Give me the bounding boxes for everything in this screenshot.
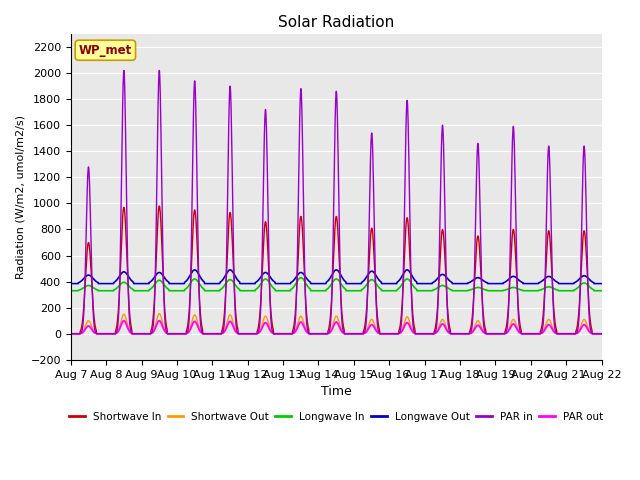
Legend: Shortwave In, Shortwave Out, Longwave In, Longwave Out, PAR in, PAR out: Shortwave In, Shortwave Out, Longwave In… (65, 408, 607, 426)
Y-axis label: Radiation (W/m2, umol/m2/s): Radiation (W/m2, umol/m2/s) (15, 115, 25, 279)
Title: Solar Radiation: Solar Radiation (278, 15, 394, 30)
X-axis label: Time: Time (321, 385, 351, 398)
Text: WP_met: WP_met (79, 44, 132, 57)
